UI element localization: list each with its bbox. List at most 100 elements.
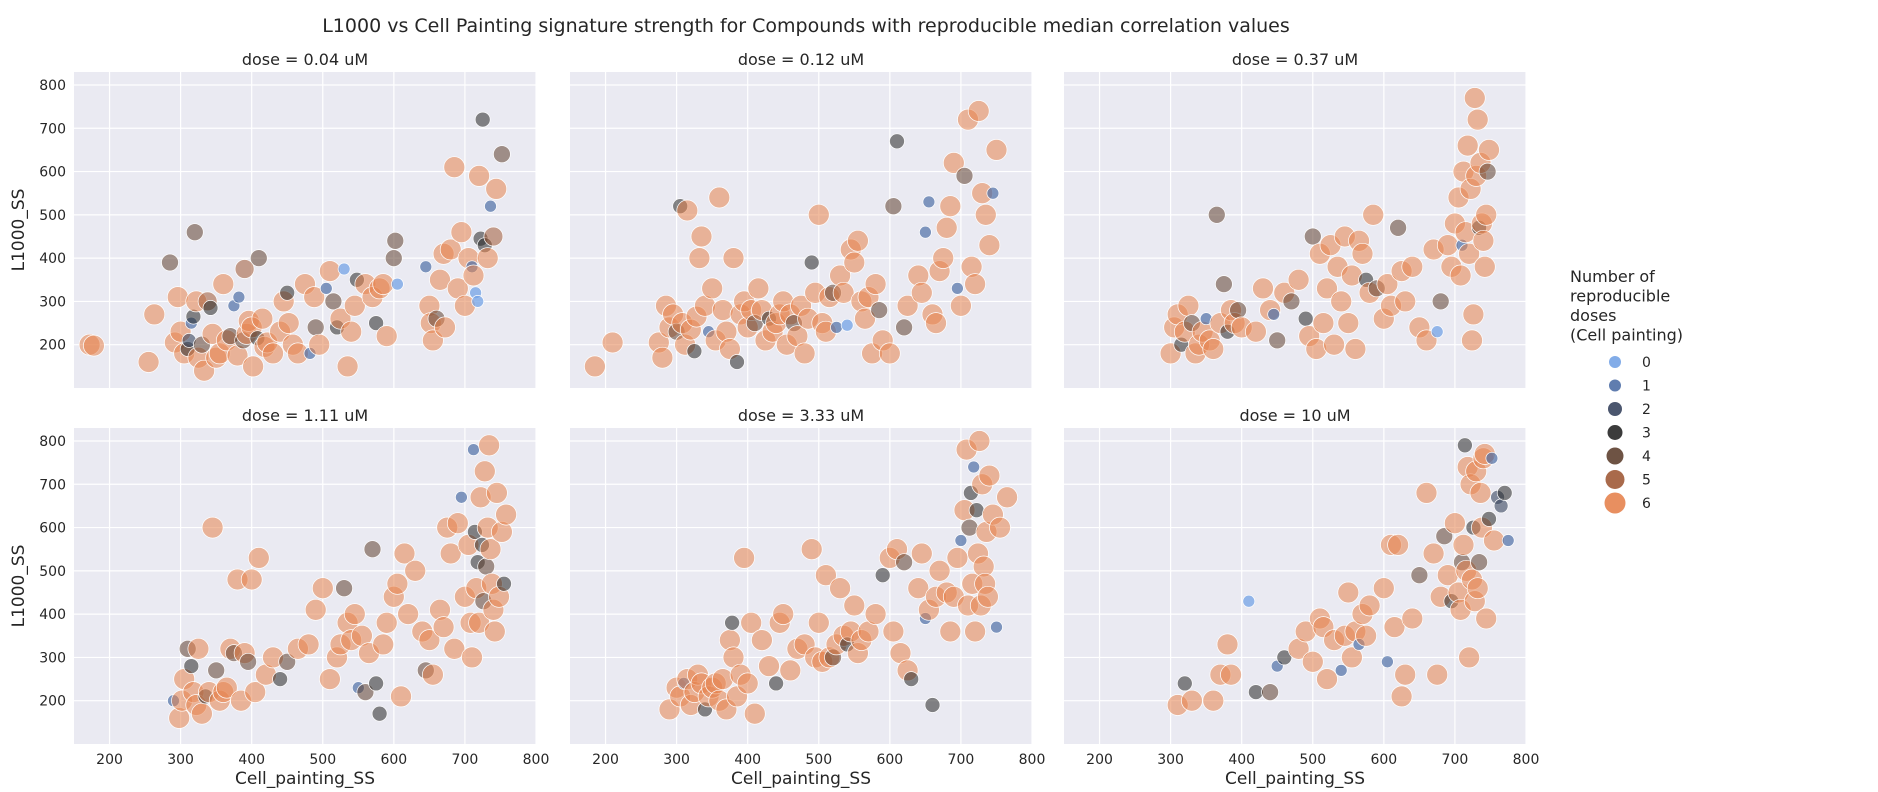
data-point (239, 652, 257, 671)
legend-marker (1604, 492, 1626, 514)
x-tick-label: 400 (1228, 752, 1255, 768)
data-point (830, 321, 843, 334)
data-point (843, 251, 866, 274)
data-point (1215, 275, 1233, 293)
chart-title: L1000 vs Cell Painting signature strengt… (322, 15, 1290, 37)
data-point (335, 579, 353, 598)
legend-marker (1608, 402, 1622, 416)
data-point (343, 294, 366, 317)
data-point (319, 668, 341, 690)
x-tick-label: 800 (1019, 752, 1046, 768)
data-point (803, 254, 820, 271)
data-point (279, 284, 296, 301)
data-point (1481, 511, 1497, 527)
data-point (319, 282, 333, 295)
data-point (183, 658, 200, 674)
data-point (1436, 234, 1459, 257)
data-point (306, 318, 325, 337)
data-point (1252, 277, 1274, 300)
data-point (840, 318, 854, 332)
y-tick-label: 600 (39, 521, 66, 537)
data-point (1458, 242, 1480, 265)
data-point (1469, 482, 1492, 504)
data-point (244, 681, 267, 703)
x-tick-label: 400 (734, 752, 761, 768)
data-point (1282, 292, 1301, 311)
data-point (896, 294, 919, 317)
data-point (473, 460, 496, 483)
data-point (989, 516, 1011, 539)
legend-marker (1607, 425, 1623, 440)
data-point (215, 676, 238, 699)
data-point (1276, 649, 1293, 666)
y-tick-label: 700 (39, 121, 66, 137)
data-point (847, 229, 869, 252)
data-point (443, 156, 466, 179)
data-point (486, 482, 508, 504)
data-point (1341, 646, 1363, 669)
data-point (1415, 482, 1438, 504)
y-tick-label: 800 (39, 434, 66, 450)
y-axis-label: L1000_SS (9, 189, 29, 272)
data-point (1181, 689, 1203, 712)
facet-grid: dose = 0.04 uM 200 300 400 500 600 700 800 L1000… (9, 50, 1539, 789)
data-point (895, 553, 913, 572)
data-point (1430, 325, 1444, 339)
data-point (601, 331, 624, 354)
data-point (303, 286, 326, 308)
data-point (711, 668, 734, 690)
facet-panel: dose = 3.33 uM 200 300 400 500 600 700 800 Cell_… (570, 406, 1045, 789)
data-point (942, 152, 965, 174)
data-point (467, 443, 480, 456)
data-point (212, 273, 235, 295)
data-point (83, 334, 105, 357)
y-tick-label: 800 (39, 78, 66, 94)
x-tick-label: 600 (876, 752, 903, 768)
data-point (1475, 607, 1498, 630)
legend-marker (1605, 470, 1625, 489)
data-point (1483, 529, 1505, 552)
data-point (1316, 668, 1338, 690)
data-point (1456, 134, 1479, 157)
panel-title: dose = 0.37 uM (1232, 50, 1358, 69)
y-tick-label: 400 (39, 251, 66, 267)
data-point (1242, 594, 1256, 608)
data-point (375, 611, 398, 634)
x-tick-label: 700 (1442, 752, 1469, 768)
facet-panel: dose = 10 uM 200 300 400 500 600 700 800 Cell_pa… (1064, 406, 1539, 789)
data-point (1452, 534, 1475, 556)
data-point (262, 342, 284, 365)
data-point (1216, 633, 1239, 656)
data-point (651, 346, 674, 369)
data-point (1334, 664, 1348, 677)
y-tick-label: 500 (39, 208, 66, 224)
data-point (432, 616, 455, 638)
data-point (1389, 218, 1407, 237)
data-point (484, 199, 497, 213)
data-point (807, 203, 830, 226)
data-point (1220, 663, 1242, 686)
facet-panel: dose = 0.04 uM 200 300 400 500 600 700 800 L1000… (9, 50, 537, 388)
data-point (907, 577, 930, 600)
data-point (935, 216, 958, 239)
data-point (807, 611, 830, 634)
data-point (967, 460, 981, 474)
data-point (1207, 205, 1226, 224)
data-point (1501, 534, 1515, 547)
legend-item: 6 (1604, 492, 1651, 514)
data-point (1478, 162, 1497, 181)
y-tick-label: 200 (39, 338, 66, 354)
data-point (468, 165, 490, 187)
data-point (1470, 553, 1488, 572)
data-point (404, 559, 427, 582)
data-point (185, 223, 204, 242)
data-point (843, 594, 866, 617)
data-point (686, 343, 703, 360)
data-point (996, 486, 1018, 509)
legend-label: 6 (1642, 496, 1651, 512)
data-point (429, 268, 451, 291)
data-point (419, 260, 433, 274)
data-point (1473, 255, 1496, 278)
y-tick-label: 600 (39, 165, 66, 181)
